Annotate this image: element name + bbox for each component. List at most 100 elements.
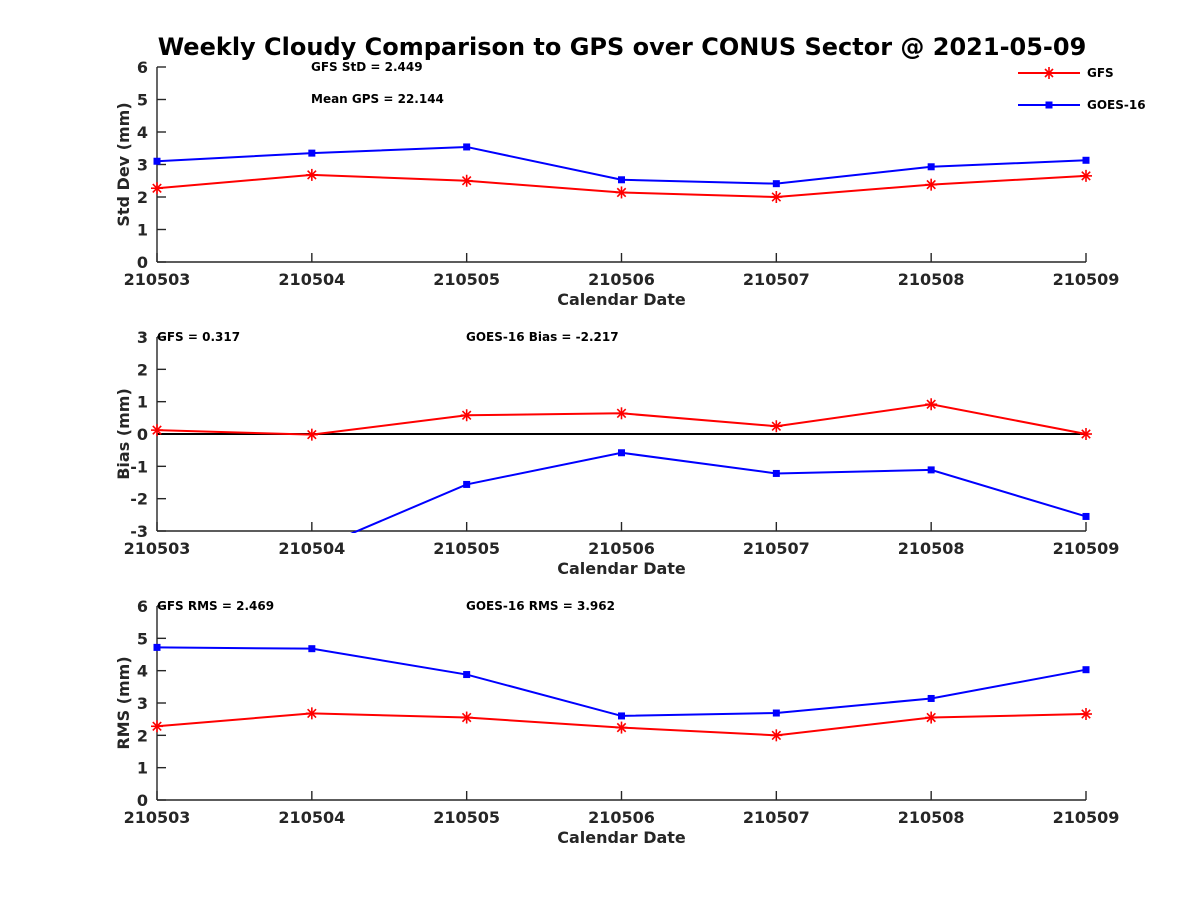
bias-annotation: GOES-16 Bias = -2.217 bbox=[466, 330, 619, 344]
rms-x-tick-label: 210504 bbox=[278, 808, 345, 827]
rms-x-tick-label: 210506 bbox=[588, 808, 655, 827]
std-dev-panel: 210503 210504 210505 210506 210507 210508 2105… bbox=[114, 58, 1119, 309]
std-point-gfs bbox=[460, 174, 473, 187]
std-y-tick-label: 4 bbox=[137, 123, 148, 142]
bias-plot-area bbox=[151, 398, 1092, 533]
bias-y-tick-label: 2 bbox=[137, 360, 148, 379]
bias-y-tick-label: -3 bbox=[130, 522, 148, 541]
rms-point-goes16 bbox=[308, 645, 316, 653]
std-x-tick-label: 210508 bbox=[898, 270, 965, 289]
bias-point-gfs bbox=[1080, 428, 1092, 440]
bias-point-goes16 bbox=[772, 469, 780, 477]
rms-x-tick-label: 210509 bbox=[1053, 808, 1120, 827]
std-x-tick-label: 210507 bbox=[743, 270, 810, 289]
rms-y-tick-label: 6 bbox=[137, 597, 148, 616]
std-annotation: Mean GPS = 22.144 bbox=[311, 92, 444, 106]
rms-point-gfs bbox=[305, 707, 318, 720]
bias-y-tick-label: 1 bbox=[137, 393, 148, 412]
std-point-gfs bbox=[615, 186, 628, 199]
std-point-goes16 bbox=[1082, 156, 1090, 164]
rms-point-goes16 bbox=[618, 712, 625, 720]
std-y-tick-label: 5 bbox=[137, 91, 148, 110]
rms-panel: 210503 210504 210505 210506 210507 210508 2105… bbox=[114, 597, 1119, 847]
std-point-goes16 bbox=[308, 149, 316, 157]
rms-x-tick-label: 210505 bbox=[433, 808, 500, 827]
legend-entry-goes16: GOES-16 bbox=[1018, 98, 1146, 112]
rms-point-gfs bbox=[1080, 707, 1092, 720]
rms-point-goes16 bbox=[927, 694, 935, 702]
std-point-gfs bbox=[151, 182, 163, 195]
std-x-tick-label: 210506 bbox=[588, 270, 655, 289]
bias-point-gfs bbox=[615, 407, 628, 420]
std-x-tick-label: 210504 bbox=[278, 270, 345, 289]
bias-x-tick-label: 210504 bbox=[278, 539, 345, 558]
std-point-gfs bbox=[305, 168, 318, 181]
bias-x-tick-label: 210505 bbox=[433, 539, 500, 558]
rms-y-axis-label: RMS (mm) bbox=[114, 656, 133, 749]
rms-y-tick-label: 2 bbox=[137, 726, 148, 745]
std-y-tick-label: 6 bbox=[137, 58, 148, 77]
bias-point-goes16 bbox=[1082, 512, 1090, 520]
bias-y-tick-label: 0 bbox=[137, 425, 148, 444]
rms-y-tick-label: 5 bbox=[137, 629, 148, 648]
std-x-tick-label: 210503 bbox=[124, 270, 191, 289]
rms-y-tick-label: 3 bbox=[137, 694, 148, 713]
rms-annotation: GFS RMS = 2.469 bbox=[157, 599, 274, 613]
rms-point-gfs bbox=[151, 720, 163, 733]
rms-x-tick-label: 210508 bbox=[898, 808, 965, 827]
rms-x-tick-label: 210507 bbox=[743, 808, 810, 827]
bias-point-goes16 bbox=[927, 466, 935, 474]
bias-point-goes16 bbox=[618, 449, 625, 457]
rms-point-gfs bbox=[460, 711, 473, 724]
rms-point-gfs bbox=[770, 729, 783, 742]
rms-point-goes16 bbox=[153, 643, 161, 651]
bias-panel: 210503 210504 210505 210506 210507 210508 2105… bbox=[114, 328, 1119, 578]
std-point-gfs bbox=[1080, 169, 1092, 182]
rms-annotation: GOES-16 RMS = 3.962 bbox=[466, 599, 615, 613]
bias-x-tick-label: 210507 bbox=[743, 539, 810, 558]
rms-y-tick-label: 1 bbox=[137, 759, 148, 778]
std-point-goes16 bbox=[772, 180, 780, 188]
bias-y-axis-label: Bias (mm) bbox=[114, 388, 133, 480]
bias-x-tick-label: 210509 bbox=[1053, 539, 1120, 558]
std-point-gfs bbox=[925, 178, 938, 191]
rms-point-gfs bbox=[615, 721, 628, 734]
rms-x-tick-label: 210503 bbox=[124, 808, 191, 827]
rms-point-goes16 bbox=[1082, 666, 1090, 674]
legend-label-gfs: GFS bbox=[1087, 66, 1114, 80]
rms-series-line-goes16 bbox=[156, 646, 1087, 717]
std-annotation: GFS StD = 2.449 bbox=[311, 60, 423, 74]
std-point-gfs bbox=[770, 191, 783, 203]
legend-entry-gfs: GFS bbox=[1018, 66, 1114, 80]
bias-point-gfs bbox=[305, 428, 318, 441]
rms-point-gfs bbox=[925, 711, 938, 724]
bias-x-axis-label: Calendar Date bbox=[557, 559, 686, 578]
std-y-tick-label: 3 bbox=[137, 156, 148, 175]
bias-x-tick-label: 210506 bbox=[588, 539, 655, 558]
bias-point-gfs bbox=[925, 398, 938, 411]
legend: GFS GOES-16 bbox=[1018, 66, 1146, 112]
figure-title: Weekly Cloudy Comparison to GPS over CON… bbox=[158, 33, 1087, 61]
std-x-axis-label: Calendar Date bbox=[557, 290, 686, 309]
bias-y-tick-label: 3 bbox=[137, 328, 148, 347]
bias-point-gfs bbox=[460, 409, 473, 422]
std-point-goes16 bbox=[153, 157, 161, 165]
bias-y-tick-label: -2 bbox=[130, 490, 148, 509]
bias-y-tick-label: -1 bbox=[130, 457, 148, 476]
std-point-goes16 bbox=[927, 163, 935, 171]
bias-point-gfs bbox=[151, 424, 163, 437]
bias-x-tick-label: 210508 bbox=[898, 539, 965, 558]
std-point-goes16 bbox=[463, 143, 471, 151]
std-y-tick-label: 1 bbox=[137, 221, 148, 240]
rms-y-tick-label: 4 bbox=[137, 662, 148, 681]
std-y-tick-label: 2 bbox=[137, 188, 148, 207]
legend-label-goes16: GOES-16 bbox=[1087, 98, 1146, 112]
std-y-axis-label: Std Dev (mm) bbox=[114, 102, 133, 226]
bias-point-goes16 bbox=[463, 480, 471, 488]
rms-point-goes16 bbox=[772, 709, 780, 717]
rms-point-goes16 bbox=[463, 671, 471, 679]
std-x-tick-label: 210505 bbox=[433, 270, 500, 289]
rms-x-axis-label: Calendar Date bbox=[557, 828, 686, 847]
std-plot-area bbox=[151, 143, 1092, 203]
